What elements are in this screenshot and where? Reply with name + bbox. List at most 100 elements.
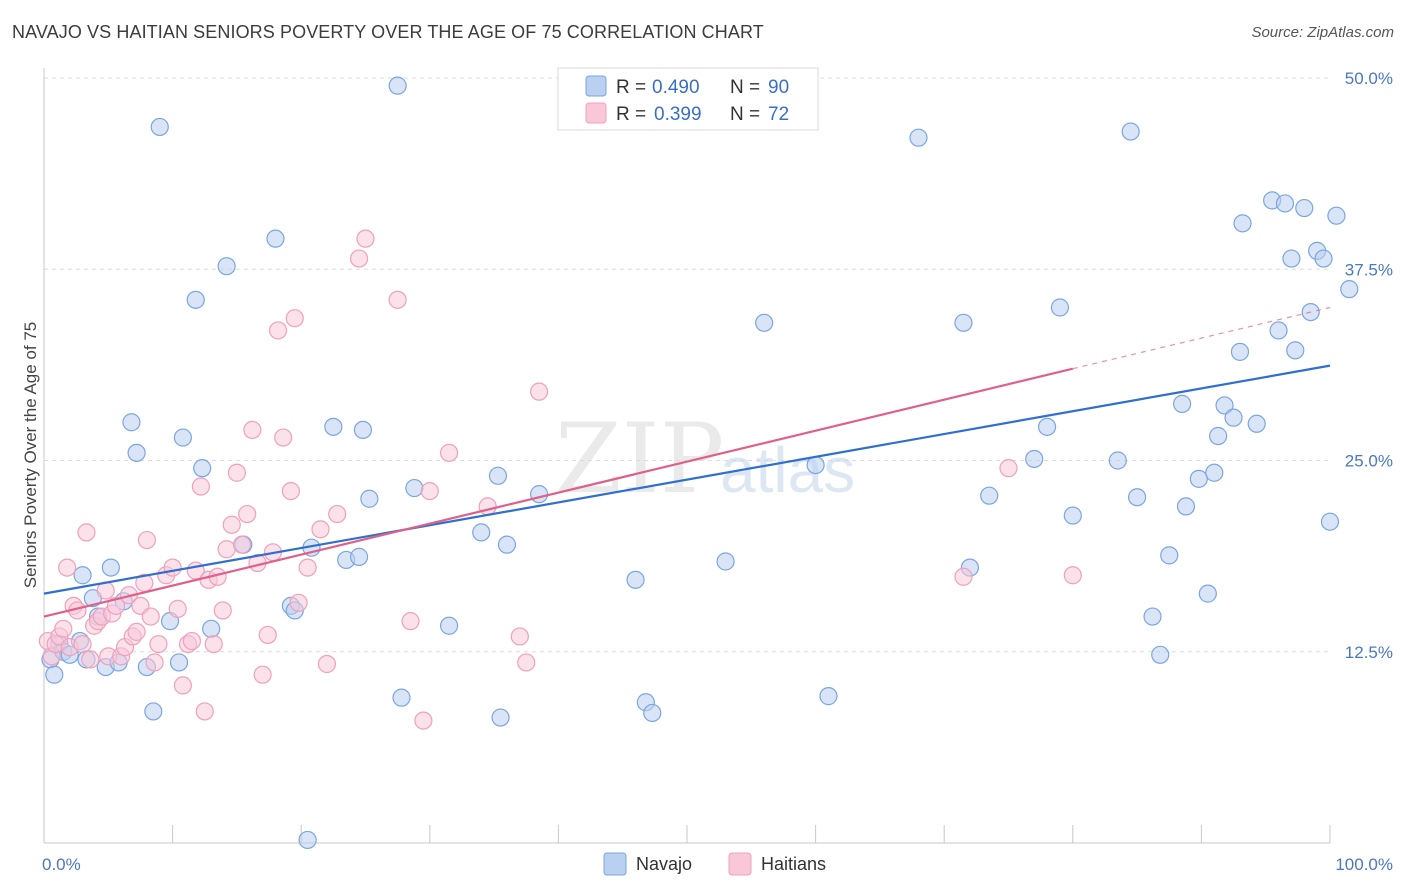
navajo-point-74 [1224,408,1243,427]
haitians-trend-line [43,367,1074,618]
navajo-point-23 [193,459,212,478]
navajo-point-69 [1189,469,1208,488]
navajo-point-70 [1198,584,1217,603]
legend-r-value-navajo: 0.490 [652,77,700,98]
haitians-point-75 [1063,566,1082,585]
haitians-point-55 [281,482,301,501]
navajo-point-37 [388,76,407,95]
navajo-point-63 [1127,488,1147,507]
navajo-point-41 [472,523,491,542]
bottom-legend-swatch-navajo [603,852,627,876]
haitians-point-40 [204,634,223,654]
navajo-point-67 [1173,394,1192,413]
navajo-point-32 [324,417,343,436]
navajo-point-50 [755,313,774,332]
haitians-point-31 [163,558,182,577]
haitians-point-71 [517,653,536,672]
haitians-point-4 [54,619,73,638]
haitians-point-28 [145,653,164,672]
navajo-point-54 [954,313,973,332]
haitians-point-50 [253,665,272,684]
navajo-point-15 [127,443,146,462]
navajo-point-61 [1108,451,1127,470]
haitians-point-64 [388,290,407,309]
navajo-point-1 [45,665,64,684]
haitians-point-51 [258,625,277,645]
legend-swatch-haitians [585,102,607,124]
navajo-point-27 [266,229,285,248]
navajo-point-17 [144,702,163,721]
navajo-point-89 [1340,280,1359,299]
navajo-point-86 [1314,249,1333,268]
navajo-point-34 [349,547,369,566]
x-tick-label-1: 100.0% [1335,855,1393,874]
navajo-point-71 [1205,463,1224,482]
bottom-legend: Navajo Haitians [603,852,826,876]
haitians-point-61 [328,504,347,524]
navajo-point-49 [716,552,735,571]
navajo-point-77 [1247,414,1266,433]
navajo-point-76 [1233,214,1252,233]
navajo-point-46 [626,570,645,589]
haitians-point-38 [195,702,214,721]
navajo-point-22 [186,290,205,309]
haitians-point-32 [168,599,187,619]
haitians-point-37 [191,477,210,496]
x-tick-label-0: 0.0% [42,855,81,874]
haitians-point-29 [149,634,168,654]
y-tick-labels: 12.5% 25.0% 37.5% 50.0% [1345,69,1393,662]
legend-swatch-navajo [585,75,607,97]
navajo-trend-line [43,364,1331,595]
legend-n-label-haitians: N = [730,104,760,125]
navajo-point-40 [439,616,459,635]
haitians-point-73 [954,567,973,586]
navajo-point-62 [1121,122,1140,141]
haitians-point-47 [238,504,257,524]
navajo-point-36 [360,489,379,508]
haitians-point-65 [401,612,420,631]
navajo-point-48 [643,703,662,723]
navajo-point-57 [1025,449,1044,469]
haitians-point-58 [298,558,317,577]
haitians-point-74 [999,459,1018,478]
haitians-point-62 [349,249,369,268]
haitians-point-5 [58,558,77,577]
navajo-point-56 [980,486,999,505]
navajo-point-64 [1143,607,1162,626]
haitians-point-72 [530,382,549,401]
haitians-point-56 [285,309,304,328]
legend-n-value-navajo: 90 [768,77,789,98]
legend-r-value-haitians: 0.399 [654,104,702,125]
haitians-point-53 [268,321,288,340]
haitians-point-66 [414,711,433,730]
haitians-point-60 [317,654,337,674]
haitians-point-35 [182,631,201,651]
navajo-point-58 [1037,417,1057,436]
trend-lines [43,306,1331,618]
navajo-point-21 [173,428,192,447]
navajo-point-51 [806,455,825,475]
haitians-point-57 [289,593,308,612]
navajo-point-82 [1286,341,1305,360]
haitians-point-9 [73,634,92,654]
navajo-point-88 [1327,206,1346,225]
haitians-point-70 [510,627,529,646]
bottom-legend-navajo: Navajo [636,854,692,874]
navajo-point-35 [353,420,373,439]
navajo-point-66 [1160,546,1179,565]
haitians-point-63 [356,229,375,248]
navajo-point-53 [909,128,928,147]
haitians-point-54 [274,428,293,447]
navajo-point-20 [169,653,189,672]
navajo-point-75 [1230,342,1250,361]
haitians-point-43 [217,540,236,559]
haitians-point-45 [227,463,246,482]
navajo-point-18 [150,117,169,137]
navajo-point-30 [298,830,317,850]
haitians-point-10 [77,523,96,542]
navajo-point-42 [488,466,508,485]
navajo-point-87 [1320,512,1340,531]
navajo-point-79 [1269,321,1288,340]
navajo-point-81 [1282,249,1301,268]
